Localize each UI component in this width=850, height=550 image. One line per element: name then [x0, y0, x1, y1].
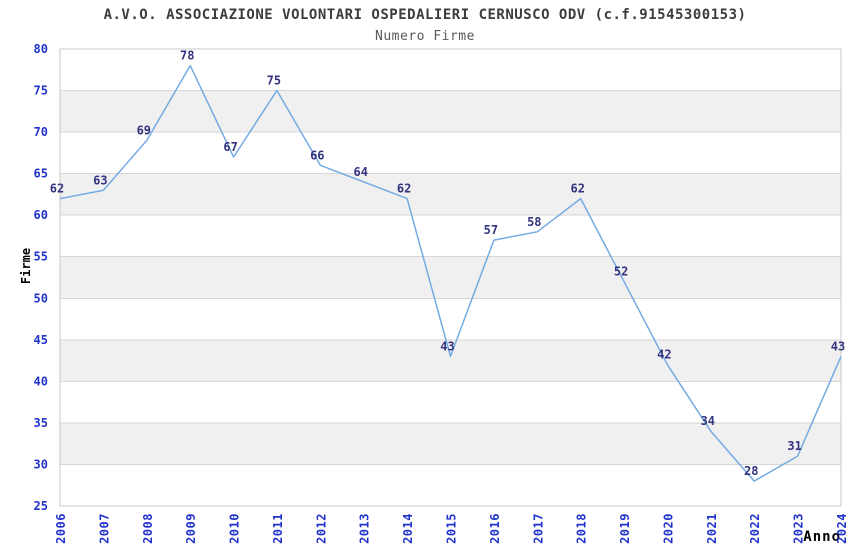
data-line	[59, 64, 842, 482]
point-label: 75	[267, 74, 281, 88]
grid-band	[60, 339, 841, 382]
point-label: 78	[180, 49, 194, 63]
point-label: 34	[701, 414, 715, 428]
y-tick-label: 75	[34, 84, 48, 98]
x-tick-label: 2006	[54, 513, 68, 544]
grid-band	[60, 90, 841, 133]
x-tick-label: 2024	[835, 513, 849, 544]
point-label: 67	[223, 140, 237, 154]
grid-band	[60, 422, 841, 465]
x-tick-label: 2009	[184, 513, 198, 544]
x-tick-label: 2011	[271, 513, 285, 544]
point-label: 62	[397, 182, 411, 196]
y-tick-label: 40	[34, 374, 48, 388]
y-tick-label: 30	[34, 458, 48, 472]
y-tick-label: 80	[34, 42, 48, 56]
point-label: 64	[353, 165, 367, 179]
x-tick-label: 2012	[314, 513, 328, 544]
point-label: 31	[787, 439, 801, 453]
x-tick-label: 2016	[488, 513, 502, 544]
grid-band	[60, 256, 841, 299]
x-tick-label: 2018	[575, 513, 589, 544]
point-label: 43	[440, 339, 454, 353]
y-tick-label: 70	[34, 125, 48, 139]
x-tick-label: 2008	[141, 513, 155, 544]
point-label: 62	[50, 182, 64, 196]
x-tick-label: 2017	[531, 513, 545, 544]
point-label: 52	[614, 265, 628, 279]
point-label: 66	[310, 148, 324, 162]
y-tick-label: 50	[34, 291, 48, 305]
point-label: 42	[657, 348, 671, 362]
x-tick-label: 2015	[445, 513, 459, 544]
y-tick-label: 60	[34, 208, 48, 222]
x-tick-label: 2022	[748, 513, 762, 544]
x-tick-label: 2020	[661, 513, 675, 544]
grid-band	[60, 173, 841, 216]
x-axis-title: Anno	[803, 529, 841, 545]
point-label: 62	[570, 182, 584, 196]
point-label: 58	[527, 215, 541, 229]
chart-subtitle: Numero Firme	[375, 29, 475, 44]
point-label: 63	[93, 173, 107, 187]
y-tick-label: 25	[34, 499, 48, 513]
point-label: 69	[137, 123, 151, 137]
point-label: 28	[744, 464, 758, 478]
y-tick-label: 45	[34, 333, 48, 347]
chart-title: A.V.O. ASSOCIAZIONE VOLONTARI OSPEDALIER…	[103, 7, 747, 23]
x-tick-label: 2014	[401, 513, 415, 544]
y-tick-label: 55	[34, 250, 48, 264]
y-tick-label: 35	[34, 416, 48, 430]
point-label: 43	[831, 339, 845, 353]
x-tick-label: 2013	[358, 513, 372, 544]
x-tick-label: 2023	[792, 513, 806, 544]
plot-border	[59, 48, 842, 507]
x-tick-label: 2021	[705, 513, 719, 544]
point-label: 57	[484, 223, 498, 237]
x-tick-label: 2019	[618, 513, 632, 544]
y-tick-label: 65	[34, 167, 48, 181]
x-tick-label: 2007	[97, 513, 111, 544]
x-tick-label: 2010	[228, 513, 242, 544]
